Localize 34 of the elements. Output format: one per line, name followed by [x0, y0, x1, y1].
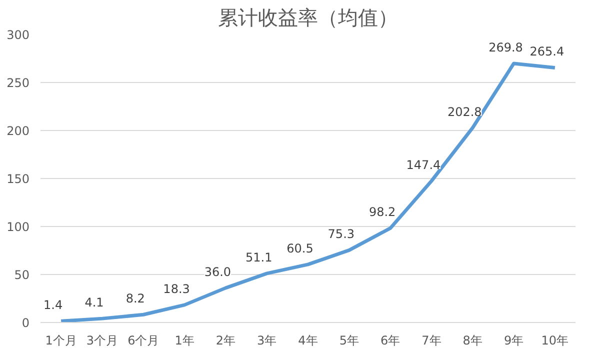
x-tick-label: 2年: [216, 334, 236, 348]
y-tick-label: 200: [6, 124, 30, 138]
x-tick-label: 1个月: [45, 334, 77, 348]
data-label: 8.2: [126, 292, 145, 306]
chart-title: 累计收益率（均值）: [218, 8, 398, 30]
data-label: 75.3: [328, 227, 355, 242]
data-label: 1.4: [44, 298, 63, 312]
x-tick-label: 10年: [541, 334, 569, 348]
x-tick-label: 3个月: [86, 334, 118, 348]
x-tick-label: 8年: [462, 334, 482, 348]
data-label: 36.0: [204, 264, 232, 279]
x-tick-label: 6年: [380, 334, 400, 348]
y-tick-label: 50: [14, 268, 30, 282]
y-tick-label: 250: [6, 76, 30, 90]
x-tick-label: 9年: [504, 334, 524, 348]
x-tick-label: 6个月: [128, 334, 160, 348]
data-label: 147.4: [406, 158, 441, 172]
y-tick-label: 0: [22, 316, 30, 330]
data-label: 269.8: [488, 40, 523, 54]
y-tick-label: 150: [6, 172, 30, 186]
y-tick-label: 100: [6, 220, 30, 234]
data-label: 60.5: [286, 241, 314, 256]
data-label: 202.8: [447, 104, 482, 119]
data-label: 4.1: [84, 296, 104, 310]
data-label: 51.1: [245, 250, 272, 264]
data-label: 265.4: [530, 44, 564, 59]
x-tick-label: 1年: [174, 334, 194, 348]
data-label: 98.2: [368, 205, 396, 220]
y-tick-label: 300: [6, 28, 30, 42]
x-tick-label: 3年: [257, 334, 277, 348]
data-label: 18.3: [163, 282, 190, 296]
x-tick-label: 4年: [298, 334, 318, 348]
x-tick-label: 7年: [422, 334, 442, 348]
x-tick-label: 5年: [339, 334, 359, 348]
